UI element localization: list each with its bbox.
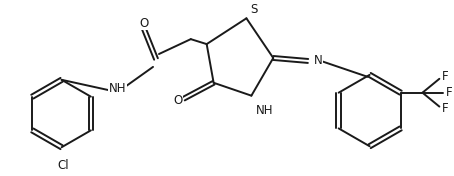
Text: O: O xyxy=(139,17,149,30)
Text: S: S xyxy=(251,3,258,16)
Text: Cl: Cl xyxy=(58,159,69,172)
Text: NH: NH xyxy=(109,82,126,95)
Text: N: N xyxy=(314,54,323,67)
Text: NH: NH xyxy=(257,104,274,117)
Text: F: F xyxy=(442,70,449,83)
Text: F: F xyxy=(446,86,453,99)
Text: O: O xyxy=(173,94,183,107)
Text: F: F xyxy=(442,102,449,115)
